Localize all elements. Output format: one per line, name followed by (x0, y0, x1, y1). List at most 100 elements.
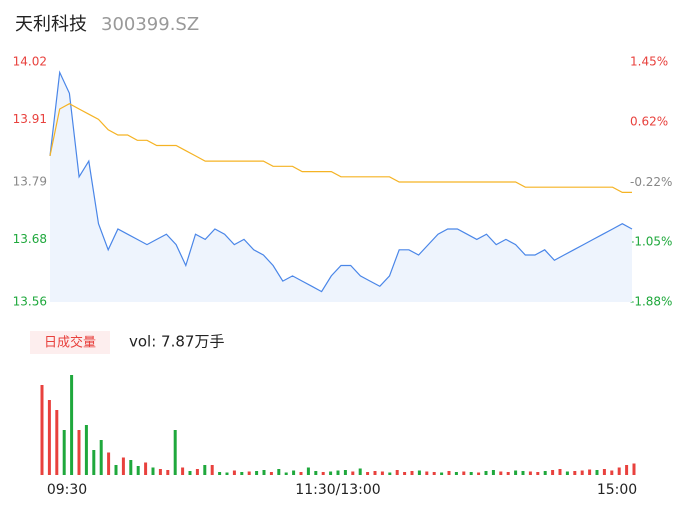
volume-bar (292, 470, 296, 475)
volume-bar (514, 470, 518, 475)
volume-bar (114, 465, 118, 475)
volume-bar (558, 469, 562, 475)
volume-bar (521, 471, 525, 475)
y-tick-label: 13.79 (13, 175, 47, 189)
stock-name: 天利科技 (15, 14, 87, 35)
volume-bar (173, 430, 177, 475)
volume-bar (77, 430, 81, 475)
volume-bar (158, 469, 162, 475)
y2-tick-label: 0.62% (630, 114, 668, 128)
volume-bar (70, 375, 74, 475)
y-tick-label: 13.56 (13, 295, 47, 309)
volume-bar (92, 450, 96, 475)
x-tick-label: 11:30/13:00 (295, 482, 380, 498)
volume-bar (417, 470, 421, 475)
volume-bar (210, 465, 214, 475)
volume-bar (321, 472, 325, 475)
volume-bar (425, 471, 429, 475)
volume-bar (232, 470, 236, 475)
volume-total: vol: 7.87万手 (129, 333, 224, 351)
volume-bar (336, 470, 340, 475)
volume-bar (329, 471, 333, 475)
volume-bar (410, 471, 414, 475)
volume-bar (284, 472, 288, 475)
average-line (49, 103, 632, 193)
volume-bar (432, 472, 436, 475)
volume-bar (395, 470, 399, 475)
y2-tick-label: 1.45% (630, 55, 668, 69)
volume-bar (602, 469, 606, 475)
volume-bar (506, 472, 510, 475)
volume-bar (380, 471, 384, 475)
volume-bar (55, 410, 59, 475)
volume-bar (573, 471, 577, 475)
volume-bar (47, 400, 51, 475)
volume-bar (314, 471, 318, 475)
volume-bar (351, 471, 355, 475)
volume-bar (477, 472, 481, 475)
x-tick-label: 09:30 (47, 482, 87, 498)
volume-label-box (30, 331, 110, 354)
volume-bar (188, 471, 192, 475)
volume-bar (240, 472, 244, 475)
volume-bar (440, 472, 444, 475)
volume-bar (469, 472, 473, 475)
volume-bar (403, 472, 407, 475)
volume-bar (551, 470, 555, 475)
volume-bar (306, 467, 310, 475)
volume-bar (610, 470, 614, 475)
volume-bar (588, 469, 592, 475)
volume-bar (462, 471, 466, 475)
volume-bar (632, 463, 636, 475)
volume-bar (195, 469, 199, 475)
volume-bar (388, 472, 392, 475)
y-tick-label: 14.02 (13, 55, 47, 69)
volume-bar (40, 385, 44, 475)
volume-bar (99, 440, 103, 475)
volume-bar (491, 470, 495, 475)
volume-bar (62, 430, 66, 475)
volume-bar (366, 472, 370, 475)
volume-bar (247, 471, 251, 475)
price-line (49, 70, 633, 293)
volume-label: 日成交量 (44, 335, 96, 351)
volume-bar (181, 467, 185, 475)
volume-bar (358, 468, 362, 475)
volume-bar (225, 472, 229, 475)
volume-bar (299, 472, 303, 475)
y2-tick-label: -0.22% (630, 175, 672, 189)
volume-bar (129, 460, 133, 475)
y2-tick-label: -1.88% (630, 295, 672, 309)
price-area (50, 72, 632, 303)
volume-bar (580, 470, 584, 475)
volume-bar (373, 471, 377, 475)
volume-bar (262, 470, 266, 475)
volume-bar (107, 452, 111, 475)
volume-bar (151, 467, 155, 475)
volume-bar (454, 472, 458, 475)
volume-bar (447, 471, 451, 475)
x-tick-label: 15:00 (597, 482, 637, 498)
volume-bar (255, 471, 259, 475)
y-tick-label: 13.68 (13, 232, 47, 246)
volume-bar (536, 472, 540, 475)
stock-code: 300399.SZ (101, 14, 199, 35)
volume-bar (617, 467, 621, 475)
y2-tick-label: -1.05% (630, 235, 672, 249)
volume-bar (565, 471, 569, 475)
volume-bar (499, 471, 503, 475)
volume-bar (144, 462, 148, 475)
volume-bar (277, 469, 281, 475)
volume-bar (218, 472, 222, 475)
y-tick-label: 13.91 (13, 112, 47, 126)
volume-bar (343, 470, 347, 475)
volume-bar (203, 465, 207, 475)
volume-bar (121, 457, 125, 475)
volume-bar (84, 425, 88, 475)
volume-bar (136, 466, 140, 475)
volume-bar (528, 471, 532, 475)
volume-bar (269, 472, 273, 475)
volume-bar (625, 465, 629, 475)
volume-bar (543, 471, 547, 475)
